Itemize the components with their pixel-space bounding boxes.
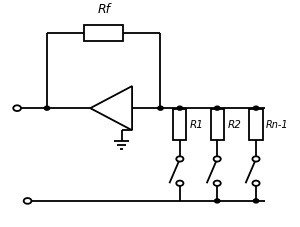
Circle shape bbox=[214, 181, 221, 186]
Bar bbox=[211, 109, 224, 140]
Circle shape bbox=[44, 106, 50, 110]
Circle shape bbox=[214, 106, 220, 110]
Text: R2: R2 bbox=[227, 120, 241, 130]
Circle shape bbox=[214, 199, 220, 203]
Bar bbox=[249, 109, 262, 140]
Circle shape bbox=[158, 106, 163, 110]
Bar bbox=[173, 109, 186, 140]
Circle shape bbox=[253, 106, 259, 110]
Circle shape bbox=[214, 156, 221, 162]
Circle shape bbox=[176, 181, 183, 186]
Circle shape bbox=[252, 156, 260, 162]
Circle shape bbox=[13, 105, 21, 111]
Circle shape bbox=[176, 156, 183, 162]
Circle shape bbox=[252, 181, 260, 186]
Bar bbox=[84, 25, 123, 42]
Text: Rn-1: Rn-1 bbox=[266, 120, 289, 130]
Text: R1: R1 bbox=[190, 120, 204, 130]
Text: Rf: Rf bbox=[97, 3, 110, 16]
Circle shape bbox=[24, 198, 32, 204]
Circle shape bbox=[177, 106, 182, 110]
Circle shape bbox=[253, 199, 259, 203]
